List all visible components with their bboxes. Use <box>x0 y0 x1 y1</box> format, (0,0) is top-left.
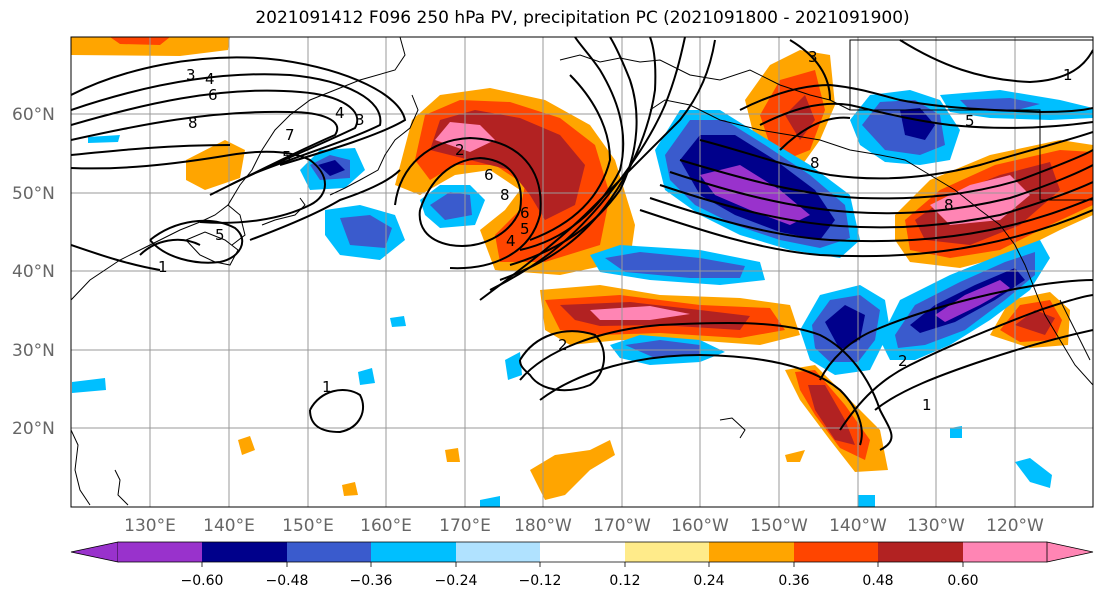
pv-contours <box>71 37 1093 451</box>
contour-labels: 3 4 6 8 7 5 4 3 5 1 2 6 8 6 5 4 3 5 8 8 … <box>158 48 1073 414</box>
colorbar-tick-label: −0.12 <box>519 573 562 589</box>
contour-label: 2 <box>558 336 568 354</box>
lat-labels: 60°N 50°N 40°N 30°N 20°N <box>12 105 55 439</box>
lon-label: 140°E <box>203 516 255 536</box>
contour-label: 3 <box>808 48 818 66</box>
contour-label: 5 <box>520 220 530 238</box>
contour-label: 6 <box>208 86 218 104</box>
contour-label: 1 <box>922 396 932 414</box>
lon-label: 180°W <box>514 516 572 536</box>
colorbar-segment <box>540 542 625 562</box>
colorbar-segment <box>118 542 202 562</box>
colorbar-segment <box>371 542 456 562</box>
colorbar-segment <box>625 542 709 562</box>
lon-label: 130°E <box>124 516 176 536</box>
lon-label: 150°W <box>750 516 808 536</box>
colorbar-tick-label: 0.36 <box>778 573 809 589</box>
contour-label: 6 <box>484 166 494 184</box>
pv-anomaly-fill <box>71 37 1093 507</box>
contour-label: 5 <box>215 226 225 244</box>
contour-label: 8 <box>500 186 510 204</box>
contour-label: 1 <box>158 258 168 276</box>
colorbar-tick-label: −0.48 <box>266 573 309 589</box>
contour-label: 3 <box>186 66 196 84</box>
graticule <box>71 37 1093 507</box>
contour-label: 8 <box>188 114 198 132</box>
lat-label: 20°N <box>12 419 55 439</box>
colorbar-segment <box>287 542 371 562</box>
colorbar-tick-label: 0.60 <box>947 573 978 589</box>
colorbar-high-extend <box>1046 541 1094 563</box>
lon-label: 170°E <box>439 516 491 536</box>
colorbar-tick-label: −0.36 <box>350 573 393 589</box>
contour-label: 8 <box>944 196 954 214</box>
contour-label: 5 <box>282 148 292 166</box>
colorbar-low-extend <box>70 541 119 563</box>
contour-label: 4 <box>205 70 215 88</box>
colorbar-segment <box>878 542 963 562</box>
colorbar-segment <box>794 542 878 562</box>
colorbar: −0.60 −0.48 −0.36 −0.24 −0.12 0.12 0.24 … <box>70 541 1094 589</box>
lon-label: 120°W <box>986 516 1044 536</box>
lat-label: 50°N <box>12 184 55 204</box>
contour-label: 6 <box>520 204 530 222</box>
contour-label: 8 <box>810 154 820 172</box>
lon-label: 160°E <box>360 516 412 536</box>
lon-label: 140°W <box>829 516 887 536</box>
lat-label: 30°N <box>12 341 55 361</box>
lon-label: 130°W <box>907 516 965 536</box>
contour-label: 2 <box>455 141 465 159</box>
contour-label: 5 <box>965 112 975 130</box>
contour-label: 7 <box>285 126 295 144</box>
colorbar-segment <box>202 542 287 562</box>
contour-label: 4 <box>506 232 516 250</box>
map-frame <box>70 36 1094 508</box>
colorbar-tick-label: 0.24 <box>693 573 724 589</box>
lon-label: 160°W <box>671 516 729 536</box>
colorbar-tick-label: −0.60 <box>181 573 224 589</box>
lon-label: 170°W <box>593 516 651 536</box>
contour-label: 1 <box>1063 66 1073 84</box>
lat-label: 60°N <box>12 105 55 125</box>
colorbar-tick-label: 0.12 <box>609 573 640 589</box>
map-title: 2021091412 F096 250 hPa PV, precipitatio… <box>255 8 910 28</box>
contour-label: 4 <box>335 104 345 122</box>
lat-label: 40°N <box>12 262 55 282</box>
contour-label: 2 <box>898 352 908 370</box>
colorbar-segment <box>456 542 540 562</box>
contour-label: 3 <box>355 111 365 129</box>
contour-label: 1 <box>322 378 332 396</box>
lon-labels: 130°E 140°E 150°E 160°E 170°E 180°W 170°… <box>124 516 1044 536</box>
colorbar-segment <box>963 542 1047 562</box>
colorbar-tick-label: 0.48 <box>862 573 893 589</box>
lon-label: 150°E <box>282 516 334 536</box>
colorbar-tick-label: −0.24 <box>435 573 478 589</box>
colorbar-segment <box>709 542 794 562</box>
